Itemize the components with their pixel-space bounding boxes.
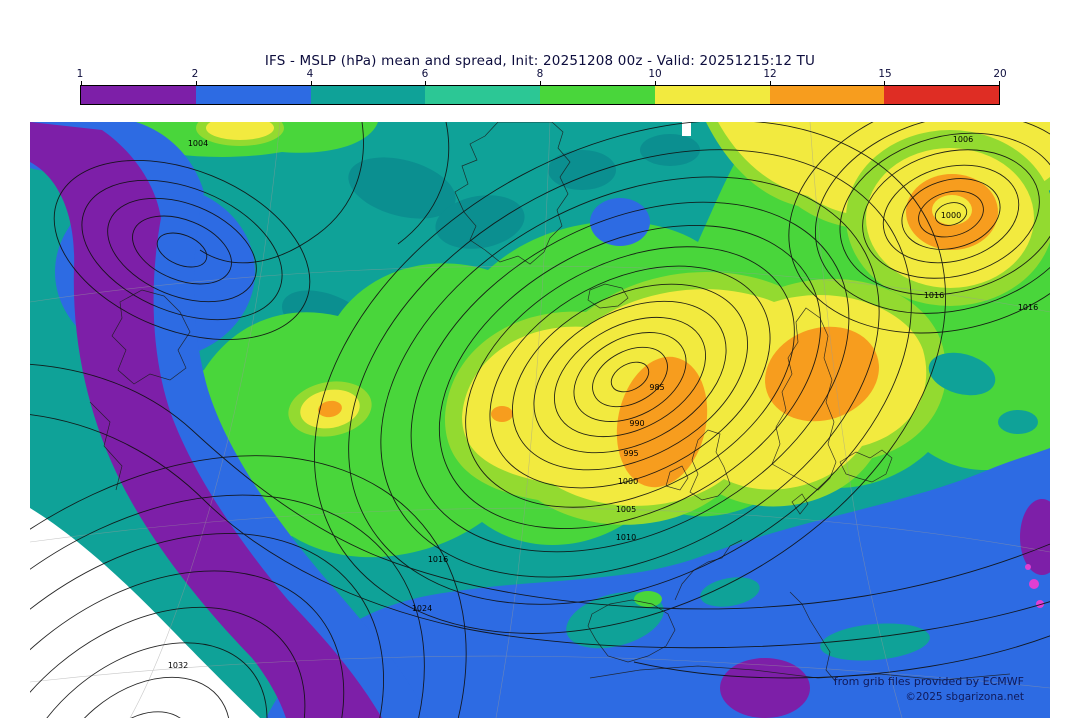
isobars — [30, 122, 1050, 718]
colorbar-segment — [654, 86, 770, 104]
colorbar-tick-mark — [654, 81, 656, 85]
colorbar-segment — [540, 86, 655, 104]
colorbar-tick-mark — [769, 81, 771, 85]
colorbar-tick: 4 — [306, 68, 314, 80]
isobar-labels: 1004 985 990 995 1000 1005 1010 1016 102… — [168, 135, 1038, 670]
isobar-label: 1032 — [168, 661, 188, 670]
colorbar-tick-mark — [195, 81, 197, 85]
isobar-label: 1006 — [953, 135, 973, 144]
colorbar-segment — [81, 86, 196, 104]
colorbar-segment — [425, 86, 540, 104]
colorbar — [80, 81, 1000, 105]
weather-map-svg: 1004 985 990 995 1000 1005 1010 1016 102… — [30, 122, 1050, 718]
isobar-label: 990 — [629, 419, 644, 428]
colorbar-tick: 8 — [536, 68, 544, 80]
colorbar-segment — [884, 86, 999, 104]
colorbar-tick: 2 — [191, 68, 199, 80]
colorbar-tick: 15 — [878, 68, 892, 80]
colorbar-tick: 10 — [648, 68, 662, 80]
isobar-low-northwest — [53, 159, 311, 341]
colorbar-tick: 12 — [763, 68, 777, 80]
spread-shading — [30, 122, 1050, 718]
colorbar-tick: 1 — [76, 68, 84, 80]
isobar-label: 1016 — [428, 555, 448, 564]
isobar-label: 985 — [649, 383, 664, 392]
coastlines — [89, 122, 1011, 683]
isobar-label: 1000 — [941, 211, 961, 220]
isobar-label: 1005 — [616, 505, 636, 514]
colorbar-tick-mark — [884, 81, 886, 85]
isobar-high-southwest — [30, 455, 467, 718]
chart-title: IFS - MSLP (hPa) mean and spread, Init: … — [264, 53, 816, 69]
isobar-label: 1016 — [924, 291, 944, 300]
colorbar-segment — [310, 86, 426, 104]
colorbar-tick: 20 — [993, 68, 1007, 80]
isobar-label: 1000 — [618, 477, 638, 486]
colorbar-tick-mark — [999, 81, 1000, 85]
isobar-label: 1010 — [616, 533, 636, 542]
isobar-label: 1004 — [188, 139, 208, 148]
colorbar-ticks: 1 2 4 6 8 10 12 15 20 — [76, 68, 1007, 82]
attribution-copyright: ©2025 sbgarizona.net — [905, 690, 1024, 703]
colorbar-tick: 6 — [421, 68, 429, 80]
map: 1004 985 990 995 1000 1005 1010 1016 102… — [30, 122, 1050, 718]
colorbar-segment — [769, 86, 885, 104]
isobar-label: 1024 — [412, 604, 432, 613]
attribution-source: from grib files provided by ECMWF — [833, 674, 1024, 688]
isobar-label: 995 — [623, 449, 638, 458]
colorbar-segment — [195, 86, 311, 104]
isobar-low-northeast — [788, 122, 1050, 334]
colorbar-tick-mark — [425, 81, 427, 85]
colorbar-tick-mark — [310, 81, 312, 85]
colorbar-tick-mark — [540, 81, 541, 85]
colorbar-tick-mark — [81, 81, 82, 85]
isobar-label: 1016 — [1018, 303, 1038, 312]
attribution: from grib files provided by ECMWF ©2025 … — [834, 675, 1024, 704]
